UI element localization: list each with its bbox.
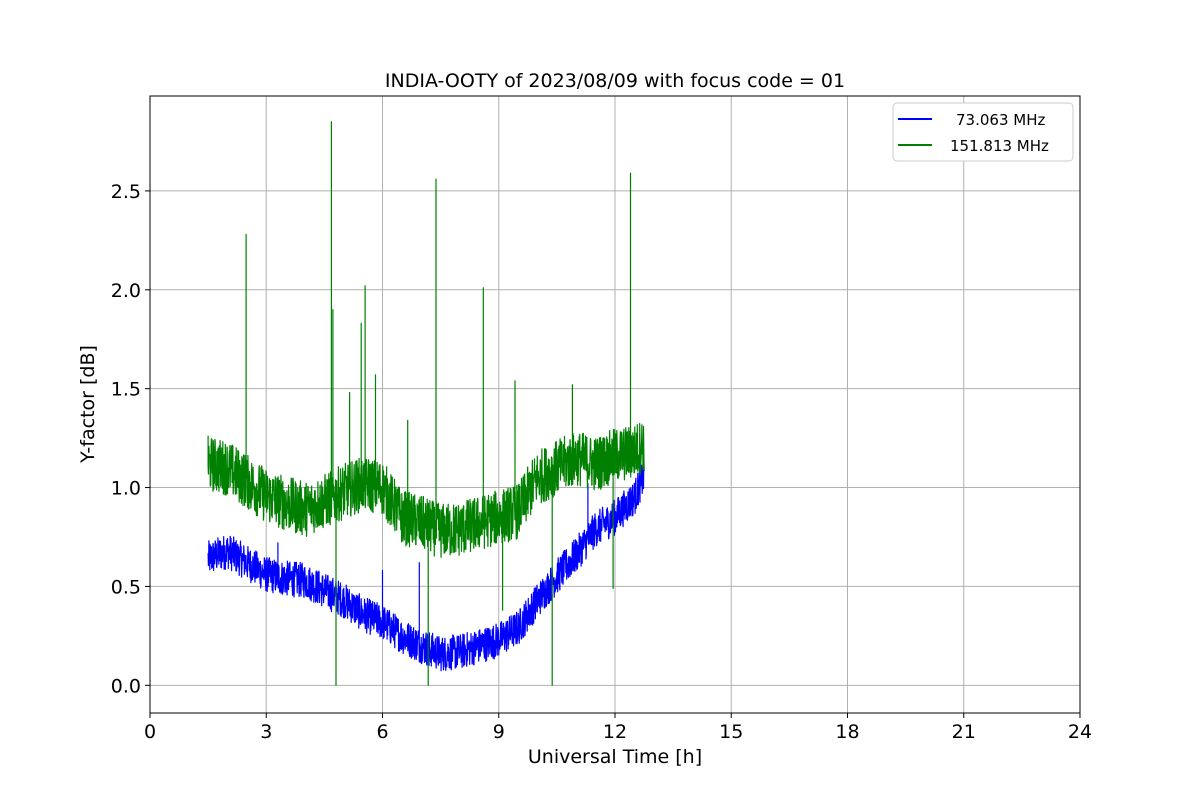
x-tick-label: 21: [952, 721, 976, 743]
legend: 73.063 MHz 151.813 MHz: [892, 102, 1074, 162]
chart-title: INDIA-OOTY of 2023/08/09 with focus code…: [385, 70, 845, 92]
legend-label-73mhz: 73.063 MHz: [956, 111, 1045, 129]
x-tick-label: 15: [719, 721, 743, 743]
plot-series: [207, 121, 645, 686]
x-tick-label: 0: [144, 721, 156, 743]
x-tick-label: 9: [493, 721, 505, 743]
y-tick-label: 0.5: [111, 576, 141, 598]
y-axis-label: Y-factor [dB]: [77, 345, 99, 464]
x-tick-label: 12: [603, 721, 627, 743]
legend-label-151mhz: 151.813 MHz: [950, 137, 1049, 155]
y-tick-label: 2.5: [111, 181, 141, 203]
series-line-0: [207, 458, 645, 672]
x-tick-label: 3: [260, 721, 272, 743]
y-tick-label: 1.5: [111, 379, 141, 401]
legend-box: [892, 102, 1074, 162]
x-tick-label: 6: [376, 721, 388, 743]
axis-ticks: 0 3 6 9 12 15 18 21 24 0.0 0.5 1.0 1.5 2.0 2.5: [111, 181, 1092, 743]
x-tick-label: 24: [1068, 721, 1092, 743]
series-line-1: [207, 121, 645, 686]
y-tick-label: 0.0: [111, 675, 141, 697]
x-axis-label: Universal Time [h]: [528, 746, 702, 768]
y-tick-label: 1.0: [111, 478, 141, 500]
y-tick-label: 2.0: [111, 280, 141, 302]
x-tick-label: 18: [835, 721, 859, 743]
